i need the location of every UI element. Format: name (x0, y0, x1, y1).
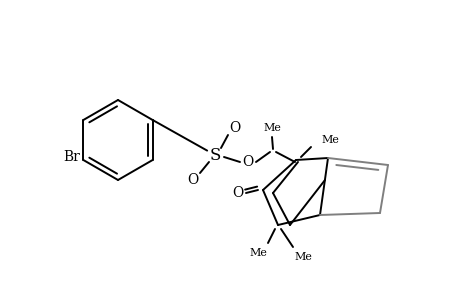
Text: Me: Me (320, 135, 338, 145)
Text: Me: Me (248, 248, 266, 258)
Text: O: O (232, 186, 243, 200)
Text: Br: Br (63, 150, 79, 164)
Text: O: O (229, 121, 240, 135)
Text: O: O (187, 173, 198, 187)
Text: S: S (209, 146, 220, 164)
Text: Me: Me (293, 252, 311, 262)
Text: Me: Me (263, 123, 280, 133)
Text: O: O (242, 155, 253, 169)
